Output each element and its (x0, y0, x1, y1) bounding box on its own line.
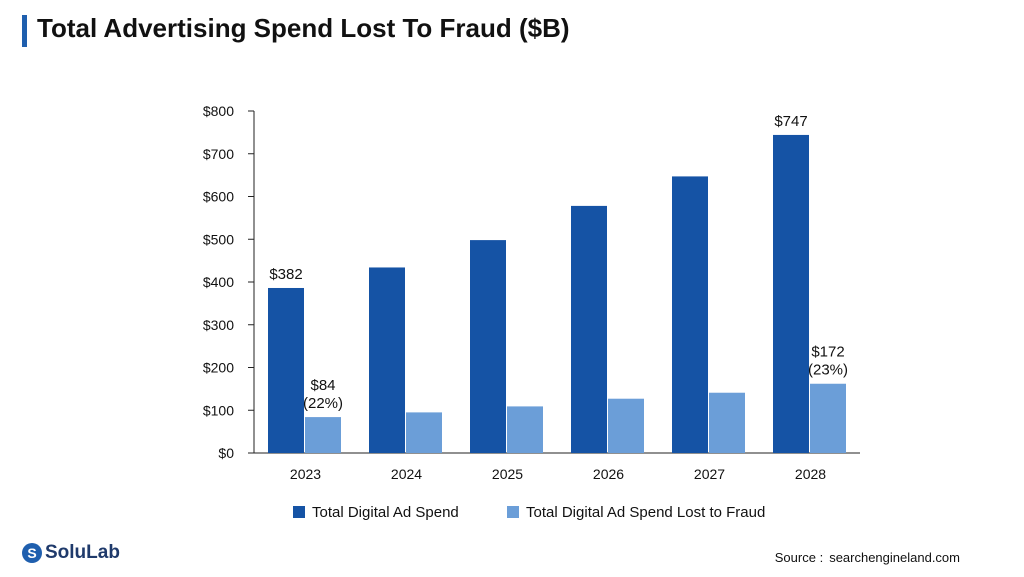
bar-lost-to-fraud-2027 (709, 392, 745, 453)
source-note: Source : searchengineland.com (775, 550, 960, 565)
bar-total-ad-spend-2025 (470, 240, 506, 453)
data-label: $747 (774, 113, 807, 130)
source-value: searchengineland.com (829, 550, 960, 565)
legend-swatch-lost-to-fraud (507, 506, 519, 518)
bar-total-ad-spend-2024 (369, 267, 405, 453)
y-tick-label: $500 (203, 231, 234, 247)
bar-total-ad-spend-2027 (672, 176, 708, 453)
y-tick-label: $800 (203, 103, 234, 119)
x-tick-label: 2023 (290, 466, 321, 482)
legend-label: Total Digital Ad Spend (312, 504, 459, 521)
y-tick-label: $100 (203, 402, 234, 418)
bar-total-ad-spend-2026 (571, 205, 607, 453)
x-tick-label: 2025 (492, 466, 523, 482)
bar-lost-to-fraud-2028 (810, 383, 846, 453)
data-label: $84 (310, 377, 335, 394)
y-tick-label: $0 (218, 445, 234, 461)
logo-text: SoluLab (45, 542, 120, 563)
y-tick-label: $300 (203, 317, 234, 333)
bar-lost-to-fraud-2024 (406, 412, 442, 453)
legend-swatch-total-ad-spend (293, 506, 305, 518)
title-accent-bar (22, 15, 27, 47)
data-label: (23%) (808, 362, 848, 379)
solulab-logo: S SoluLab (22, 541, 120, 565)
bar-total-ad-spend-2023 (268, 287, 304, 453)
y-tick-label: $600 (203, 189, 234, 205)
bar-lost-to-fraud-2023 (305, 417, 341, 453)
y-tick-label: $400 (203, 274, 234, 290)
x-tick-label: 2028 (795, 466, 826, 482)
legend-label: Total Digital Ad Spend Lost to Fraud (526, 504, 765, 521)
bar-chart: $0 $100 $200 $300 $400 $500 $600 $700 $800 2023 20… (203, 103, 860, 521)
logo-mark-icon: S (22, 543, 42, 563)
y-tick-label: $200 (203, 360, 234, 376)
x-tick-label: 2024 (391, 466, 422, 482)
data-label: $172 (811, 344, 844, 361)
bar-lost-to-fraud-2026 (608, 398, 644, 453)
page-title: Total Advertising Spend Lost To Fraud ($… (37, 13, 570, 43)
x-tick-label: 2027 (694, 466, 725, 482)
data-label: (22%) (303, 395, 343, 412)
y-tick-label: $700 (203, 146, 234, 162)
bar-lost-to-fraud-2025 (507, 406, 543, 453)
x-tick-label: 2026 (593, 466, 624, 482)
data-label: $382 (269, 266, 302, 283)
source-label: Source : (774, 550, 824, 565)
bar-total-ad-spend-2028 (773, 134, 809, 453)
